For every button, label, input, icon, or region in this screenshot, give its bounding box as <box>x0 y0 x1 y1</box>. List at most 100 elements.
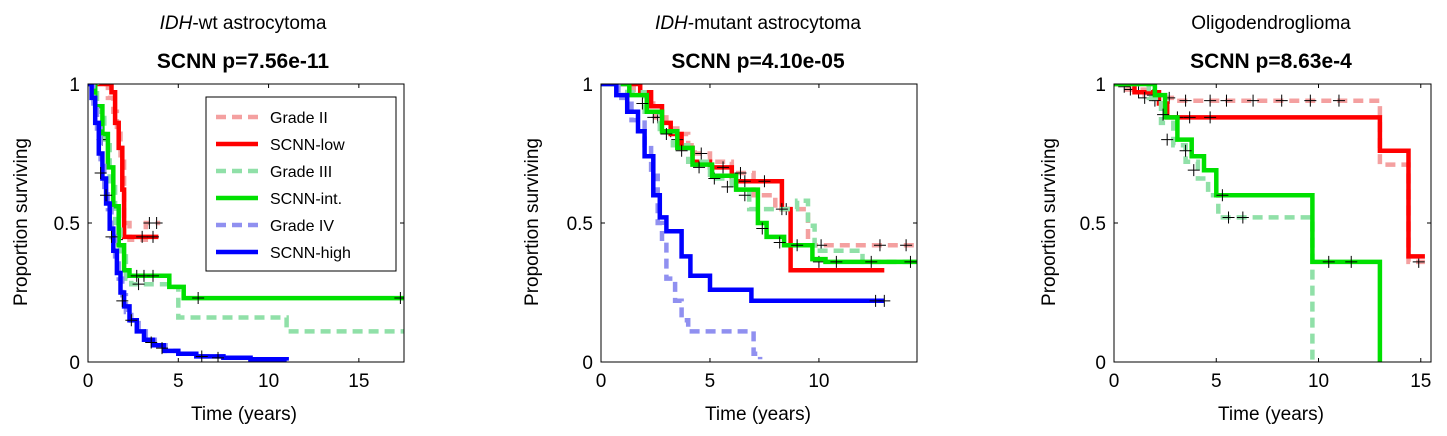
censor-mark <box>195 350 208 362</box>
legend-label: Grade III <box>270 164 332 181</box>
censor-mark <box>773 236 786 249</box>
panel-1-title: SCNN p=7.56e-11 <box>157 50 329 73</box>
censor-mark <box>150 217 163 229</box>
panel-3-plot-area <box>1113 83 1432 363</box>
panel-3-title: SCNN p=8.63e-4 <box>1190 50 1352 73</box>
panel-1-x-axis-label: Time (years) <box>191 404 297 425</box>
censor-mark <box>1236 211 1249 224</box>
censor-mark <box>878 294 891 307</box>
y-tick-label: 0 <box>69 353 80 374</box>
censor-mark <box>756 222 769 235</box>
plot-inner <box>601 84 917 360</box>
x-tick-label: 10 <box>808 371 829 392</box>
censor-mark <box>1161 133 1174 146</box>
censor-mark <box>147 230 160 243</box>
censor-mark <box>1322 255 1335 268</box>
censor-mark <box>738 175 751 188</box>
series-line <box>88 84 289 362</box>
censor-mark <box>660 128 673 141</box>
censor-mark <box>1179 144 1192 157</box>
panel-1-legend: Grade II SCNN-low Grade III SCNN-int. Grade … <box>205 96 397 272</box>
censor-mark <box>1275 94 1288 107</box>
legend-label: SCNN-low <box>270 137 345 154</box>
legend-label: SCNN-int. <box>270 191 342 208</box>
x-tick-label: 0 <box>596 371 607 392</box>
x-tick-label: 15 <box>348 371 369 392</box>
series-line <box>601 84 917 265</box>
censor-mark <box>675 144 688 157</box>
y-tick-label: 0.5 <box>1080 214 1106 235</box>
censor-mark <box>734 166 747 179</box>
censor-mark <box>1216 189 1229 202</box>
legend-label: Grade II <box>270 110 328 127</box>
censor-mark <box>1345 255 1358 268</box>
censor-mark <box>100 189 113 202</box>
series-line <box>601 84 917 265</box>
plot-inner <box>1114 84 1425 362</box>
censor-mark <box>156 342 169 355</box>
censor-mark <box>636 97 649 110</box>
series-line <box>88 84 161 242</box>
censor-mark <box>132 278 145 291</box>
y-tick-label: 0.5 <box>54 214 80 235</box>
censor-mark <box>791 239 804 252</box>
censor-mark <box>693 161 706 174</box>
panel-3: Oligodendroglioma SCNN p=8.63e-4 Time (y… <box>1039 13 1432 425</box>
legend-box <box>205 96 397 272</box>
legend-label: SCNN-high <box>270 245 351 262</box>
censor-mark <box>717 161 730 174</box>
series-line <box>1114 84 1425 259</box>
censor-mark <box>1204 111 1217 124</box>
censor-mark <box>1304 94 1317 107</box>
censor-mark <box>116 294 129 307</box>
x-tick-label: 0 <box>83 371 94 392</box>
censor-mark <box>94 166 107 179</box>
series-line <box>88 84 404 301</box>
x-tick-label: 5 <box>705 371 716 392</box>
panel-3-x-axis-label: Time (years) <box>1218 404 1324 425</box>
series-line <box>1114 84 1383 362</box>
x-tick-label: 15 <box>1410 371 1431 392</box>
censor-mark <box>1118 84 1131 93</box>
censor-mark <box>1332 94 1345 107</box>
y-tick-label: 1 <box>1095 75 1106 96</box>
censor-mark <box>900 239 913 252</box>
panel-2: IDH-mutant astrocytoma SCNN p=4.10e-05 T… <box>522 13 918 425</box>
panel-1-subtitle: IDH-wt astrocytoma <box>160 13 327 34</box>
censor-mark <box>1187 164 1200 177</box>
censor-mark <box>1179 94 1192 107</box>
legend-label: Grade IV <box>270 218 334 235</box>
panel-1-y-axis-label: Proportion surviving <box>11 138 32 306</box>
axes-box <box>87 83 405 363</box>
censor-mark <box>695 147 708 160</box>
panel-3-y-axis-label: Proportion surviving <box>1039 138 1060 306</box>
axes-box <box>600 83 918 363</box>
censor-mark <box>830 255 843 268</box>
censor-mark <box>136 230 149 243</box>
x-tick-label: 5 <box>1211 371 1222 392</box>
y-tick-label: 0 <box>1095 353 1106 374</box>
censor-mark <box>147 269 160 282</box>
censor-mark <box>758 175 771 188</box>
x-tick-label: 10 <box>1308 371 1329 392</box>
legend-entries: Grade II SCNN-low Grade III SCNN-int. Grade … <box>216 110 351 262</box>
x-tick-label: 10 <box>258 371 279 392</box>
censor-mark <box>1183 111 1196 124</box>
censor-mark <box>1247 94 1260 107</box>
panel-2-ticks: 0 5 10 0 0.5 1 <box>567 75 917 392</box>
panel-1-plot-area <box>87 83 405 363</box>
plot-inner <box>88 84 404 362</box>
y-tick-label: 1 <box>582 75 593 96</box>
censor-mark <box>1220 94 1233 107</box>
censor-mark <box>775 203 788 216</box>
series-line <box>88 84 159 240</box>
x-tick-label: 5 <box>173 371 184 392</box>
censor-mark <box>125 314 138 327</box>
censor-mark <box>1222 211 1235 224</box>
panel-3-subtitle: Oligodendroglioma <box>1191 13 1351 34</box>
censor-mark <box>192 292 205 305</box>
panel-2-y-axis-label: Proportion surviving <box>522 138 543 306</box>
panel-2-x-axis-label: Time (years) <box>705 404 811 425</box>
series-line <box>88 84 289 362</box>
